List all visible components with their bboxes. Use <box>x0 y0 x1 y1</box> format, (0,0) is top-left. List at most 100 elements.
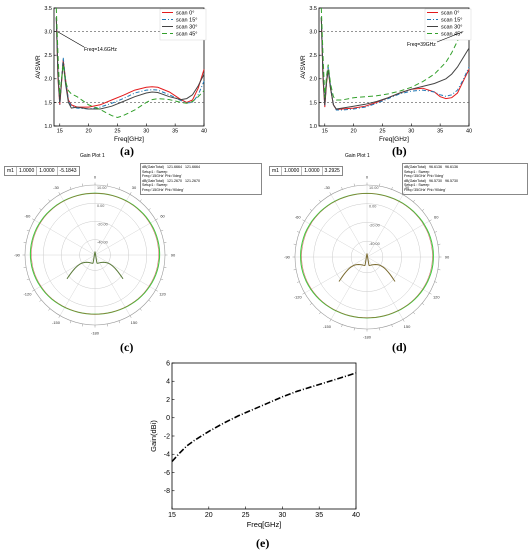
x-tick-label: 35 <box>315 512 323 519</box>
x-tick-label: 25 <box>114 129 120 135</box>
polar-ring-label: -20.00 <box>369 223 380 227</box>
panel-label-a: (a) <box>120 144 134 159</box>
x-tick-label: 30 <box>279 512 287 519</box>
polar-tick <box>310 209 312 211</box>
y-tick-label: 3.5 <box>309 6 317 12</box>
x-tick-label: 20 <box>205 512 213 519</box>
polar-tick <box>140 199 142 201</box>
polar-tick <box>140 309 142 311</box>
annotation-label: Freq=39GHz <box>407 42 436 48</box>
polar-tick <box>59 316 60 318</box>
polar-tick <box>302 220 304 221</box>
polar-tick <box>27 230 29 231</box>
y-axis-label: Gain(dBi) <box>150 420 158 452</box>
polar-tick <box>413 312 415 314</box>
y-tick-label: 2.0 <box>309 77 317 83</box>
y-tick-label: 6 <box>166 360 170 367</box>
polar-tick <box>59 192 60 194</box>
polar-back-lobe-right <box>97 262 123 279</box>
y-axis-label: AVSWR <box>300 55 307 79</box>
x-tick-label: 35 <box>172 129 178 135</box>
polar-angle-label: -180 <box>91 331 100 336</box>
polar-tick <box>32 290 34 291</box>
polar-title-d: Gain Plot 1 <box>345 153 370 159</box>
legend-entry: scan 0° <box>176 11 194 17</box>
x-tick-label: 30 <box>143 129 149 135</box>
polar-tick <box>48 309 50 311</box>
x-tick-label: 25 <box>242 512 250 519</box>
polar-angle-label: 0 <box>94 175 97 180</box>
series-line <box>172 373 356 462</box>
polar-tick <box>32 219 34 220</box>
polar-tick <box>149 300 151 302</box>
polar-angle-label: -90 <box>284 255 291 260</box>
y-tick-label: -8 <box>164 488 170 495</box>
panel-label-b: (b) <box>392 144 407 159</box>
polar-tick <box>39 208 41 210</box>
polar-angle-label: -120 <box>23 292 32 297</box>
polar-tick <box>435 232 437 233</box>
polar-angle-label: 120 <box>433 295 440 300</box>
polar-tick <box>119 321 120 323</box>
x-tick-label: 25 <box>379 129 385 135</box>
y-tick-label: -2 <box>164 433 170 440</box>
y-tick-label: 2.5 <box>309 53 317 59</box>
polar-tick <box>302 293 304 294</box>
legend-entry: scan 0° <box>441 11 459 17</box>
polar-tick <box>297 282 299 283</box>
polar-angle-label: 150 <box>131 320 138 325</box>
annotation-label: Freq=14.6GHz <box>84 47 117 53</box>
polar-chart-c: 0306090120150-180-150-120-90-60-30-40.00… <box>0 160 265 340</box>
x-tick-label: 20 <box>86 129 92 135</box>
polar-chart-d: 0306090120150-180-150-120-90-60-30-40.00… <box>265 160 530 340</box>
polar-tick <box>429 293 431 294</box>
x-tick-label: 40 <box>466 129 472 135</box>
polar-angle-label: 60 <box>160 214 165 219</box>
x-axis-label: Freq[GHz] <box>114 136 144 143</box>
y-tick-label: -4 <box>164 452 170 459</box>
y-tick-label: -6 <box>164 470 170 477</box>
x-tick-label: 15 <box>57 129 63 135</box>
y-tick-label: 3.0 <box>309 30 317 36</box>
polar-tick <box>319 200 321 202</box>
legend-entry: scan 45° <box>176 32 197 38</box>
y-tick-label: 2.0 <box>44 77 52 83</box>
polar-tick <box>330 319 331 321</box>
y-tick-label: 2 <box>166 397 170 404</box>
polar-ring-label: -40.00 <box>97 241 108 245</box>
polar-tick <box>429 220 431 221</box>
polar-angle-label: -150 <box>323 324 332 329</box>
polar-tick <box>403 319 404 321</box>
x-axis-label: Freq[GHz] <box>379 136 409 143</box>
polar-tick <box>39 300 41 302</box>
polar-ring-label: 0.00 <box>369 205 376 209</box>
x-tick-label: 30 <box>408 129 414 135</box>
x-tick-label: 35 <box>437 129 443 135</box>
y-tick-label: 1.5 <box>309 100 317 106</box>
polar-angle-label: 150 <box>404 324 411 329</box>
y-tick-label: 3.0 <box>44 30 52 36</box>
x-axis-label: Freq[GHz] <box>247 520 282 529</box>
polar-angle-label: 0 <box>366 175 369 180</box>
polar-tick <box>161 230 163 231</box>
polar-ring-label: -20.00 <box>97 222 108 226</box>
polar-tick <box>392 325 393 327</box>
polar-angle-label: -30 <box>53 185 60 190</box>
x-tick-label: 15 <box>168 512 176 519</box>
x-tick-label: 15 <box>322 129 328 135</box>
polar-tick <box>310 303 312 305</box>
polar-tick <box>342 325 343 327</box>
y-axis-label: AVSWR <box>35 55 42 79</box>
polar-tick <box>156 219 158 220</box>
polar-angle-label: -150 <box>52 320 61 325</box>
polar-tick <box>330 192 331 194</box>
polar-angle-label: 90 <box>171 253 176 258</box>
polar-tick <box>156 290 158 291</box>
polar-tick <box>130 192 131 194</box>
polar-angle-label: 90 <box>445 255 450 260</box>
polar-ring-label: 0.00 <box>97 204 104 208</box>
polar-tick <box>70 321 71 323</box>
polar-tick <box>422 209 424 211</box>
